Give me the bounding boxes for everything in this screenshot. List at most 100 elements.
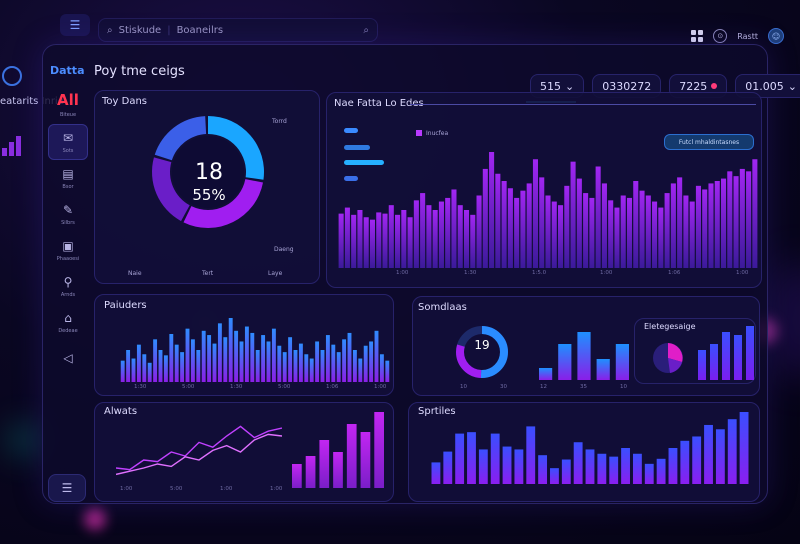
donut-card-title: Toy Dans — [102, 96, 147, 107]
chart-bar — [739, 412, 749, 484]
menu-icon[interactable]: ☰ — [60, 14, 90, 36]
chart-bar — [223, 337, 228, 382]
search-input[interactable]: ⌕ Stiskude | Boaneilrs ⌕ — [98, 18, 378, 42]
main-bar-title: Nae Fatta Lo Edes — [334, 98, 424, 109]
legend-swatch — [344, 128, 358, 133]
donut-axis-label: Naie — [128, 270, 142, 277]
chart-bar — [331, 344, 336, 382]
axis-tick-label: 1:00 — [120, 486, 133, 492]
sidebar-item-home[interactable]: ⌂ Dedeae — [48, 304, 88, 340]
chart-bar — [746, 326, 754, 380]
sidebar-item-label: Dedeae — [58, 327, 78, 334]
chart-bar — [319, 440, 330, 488]
chart-bar — [304, 354, 309, 382]
legend-swatch — [344, 176, 358, 181]
clock-icon — [2, 66, 22, 86]
sidebar-item-label: Biteue — [59, 111, 77, 118]
chart-bar — [577, 332, 591, 380]
chart-bar — [239, 341, 244, 382]
top-bar: ☰ ⌕ Stiskude | Boaneilrs ⌕ ⊙ Rastt ☺ — [0, 0, 800, 46]
chart-bar — [733, 176, 739, 268]
chart-bar — [501, 181, 507, 268]
list-menu-icon[interactable]: ☰ — [48, 474, 86, 502]
chart-bar — [147, 362, 152, 382]
engagement-title: Eletegesaige — [644, 322, 696, 331]
chart-bar — [244, 326, 249, 382]
chart-bar — [320, 350, 325, 382]
chart-bar — [190, 339, 195, 382]
chart-bar — [664, 193, 670, 268]
chart-bar — [698, 350, 706, 380]
chart-bar — [282, 352, 287, 382]
chart-bar — [489, 152, 495, 268]
chart-bar — [234, 330, 239, 382]
chart-bar — [185, 328, 190, 382]
sidebar-item-play[interactable]: ◁ — [48, 340, 88, 376]
chart-bar — [344, 207, 350, 268]
engagement-pie-chart — [653, 343, 683, 373]
decor-glow — [4, 420, 44, 460]
filter-button[interactable]: Futcl mhaldintasnes — [664, 134, 754, 150]
chart-bar — [126, 350, 131, 382]
axis-tick-label: 35 — [580, 384, 587, 390]
sidebar-item-bag[interactable]: ▤ Bsor — [48, 160, 88, 196]
chart-bar — [695, 185, 701, 268]
chart-bar — [652, 201, 658, 268]
chart-bar — [325, 335, 330, 382]
sidebar-item-label: Arnds — [60, 291, 76, 298]
search-submit-icon[interactable]: ⌕ — [363, 24, 369, 36]
axis-tick-label: 1:30 — [464, 270, 477, 276]
alerts-bar-chart — [292, 412, 384, 488]
summary-title: Somdlaas — [418, 302, 467, 313]
chart-bar — [382, 213, 388, 268]
notification-icon[interactable]: ⊙ — [713, 29, 728, 43]
chart-bar — [476, 195, 482, 268]
chart-bar — [478, 449, 488, 484]
chart-bar — [457, 205, 463, 268]
chart-bar — [455, 433, 465, 484]
sidebar-item-folder[interactable]: ▣ Phaaoesi — [48, 232, 88, 268]
sidebar-item-search[interactable]: ⚲ Arnds — [48, 268, 88, 304]
chart-bar — [746, 171, 752, 268]
user-label[interactable]: Rastt — [737, 31, 758, 41]
chart-bar — [292, 464, 302, 488]
bag-icon: ▤ — [62, 166, 74, 181]
chart-bar — [532, 159, 538, 268]
chart-bar — [363, 345, 368, 382]
chart-bar — [514, 449, 524, 484]
chart-bar — [597, 453, 607, 484]
avatar[interactable]: ☺ — [768, 28, 784, 44]
series-title: Sprtiles — [418, 406, 456, 417]
sidebar-item-edit[interactable]: ✎ Silbrs — [48, 196, 88, 232]
main-bar-chart — [338, 152, 758, 268]
chart-bar — [212, 343, 217, 382]
mail-icon: ✉ — [62, 130, 74, 145]
sidebar-brand[interactable]: Datta — [50, 64, 85, 77]
apps-grid-icon[interactable] — [691, 30, 704, 42]
chart-bar — [358, 358, 363, 382]
donut-value: 18 — [195, 160, 223, 185]
axis-tick-label: 5:00 — [170, 486, 183, 492]
axis-tick-label: 1:00 — [270, 486, 283, 492]
chart-bar — [336, 352, 341, 382]
page-title: Poy tme ceigs — [94, 64, 185, 79]
sidebar-item-mail[interactable]: ✉ Sots — [48, 124, 88, 160]
folder-icon: ▣ — [62, 238, 74, 253]
chart-bar — [550, 468, 559, 484]
chart-bar — [388, 205, 394, 268]
chart-bar — [539, 368, 553, 380]
chart-bar — [196, 350, 201, 382]
chart-bar — [704, 424, 713, 484]
chart-bar — [369, 219, 376, 268]
chart-bar — [608, 200, 614, 268]
chart-bar — [342, 339, 347, 382]
chart-bar — [261, 335, 266, 382]
chart-bar — [702, 189, 708, 268]
chart-bar — [376, 212, 382, 268]
traffic-title: Paiuders — [104, 300, 147, 311]
donut-slice — [183, 179, 264, 228]
sidebar-item-all[interactable]: All Biteue — [48, 86, 88, 122]
series-bar-chart — [431, 412, 749, 484]
all-icon: All — [57, 90, 79, 109]
axis-tick-label: 1:00 — [374, 384, 387, 390]
